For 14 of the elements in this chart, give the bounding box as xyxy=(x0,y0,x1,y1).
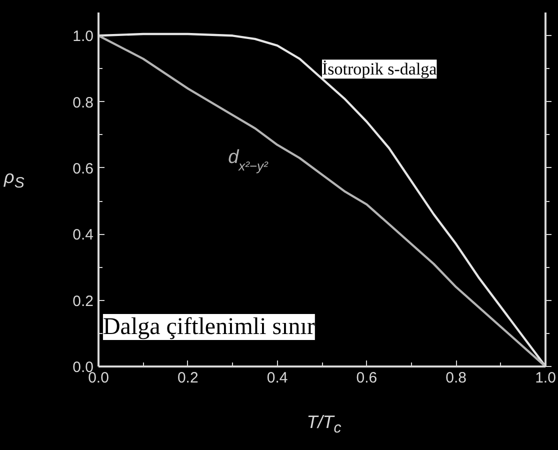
x-tick-label: 1.0 xyxy=(535,370,556,386)
annotation: Dalga çiftlenimli sınır xyxy=(102,314,315,340)
x-tick-label: 0.2 xyxy=(177,370,198,386)
series-label: İsotropik s-dalga xyxy=(322,60,438,79)
y-tick-label: 0.8 xyxy=(72,94,94,112)
y-tick-label: 0.2 xyxy=(72,292,94,310)
y-tick-label: 0.6 xyxy=(72,160,94,178)
y-axis-title: ρ$_{S}$ xyxy=(4,166,24,194)
x-tick-label: 0.8 xyxy=(446,370,467,386)
y-tick-label: 1.0 xyxy=(72,28,94,46)
x-tick-label: 0.4 xyxy=(266,370,288,386)
x-axis-title: T/T$_{c}$ xyxy=(306,411,342,439)
x-tick-label: 0.6 xyxy=(356,370,378,386)
y-tick-label: 0.4 xyxy=(72,226,94,244)
